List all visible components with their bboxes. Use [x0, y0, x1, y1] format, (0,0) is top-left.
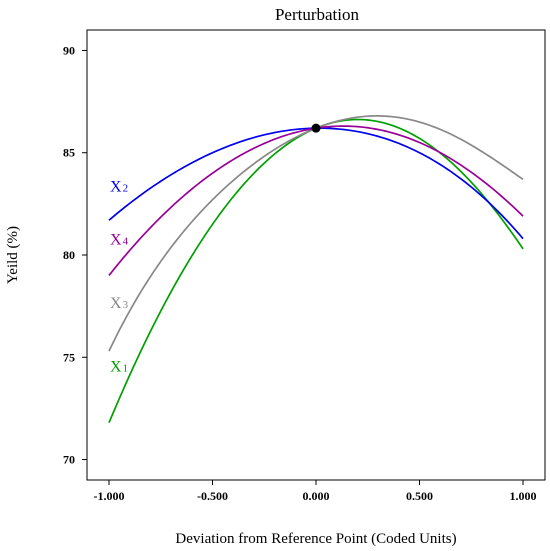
series-label-x2: X2 [110, 178, 128, 195]
series-label-x3: X3 [110, 295, 129, 312]
x-tick-label: 0.500 [406, 489, 433, 503]
y-tick-label: 75 [63, 350, 75, 364]
x-tick-label: -1.000 [94, 489, 125, 503]
series-line-x4 [108, 125, 524, 276]
series-label-x1: X1 [110, 358, 128, 375]
x-axis: -1.000 -0.500 0.000 0.500 1.000 [94, 480, 537, 503]
series-label-x4: X4 [110, 232, 129, 249]
y-tick-label: 80 [63, 248, 75, 262]
y-axis: 70 75 80 85 90 [63, 43, 87, 467]
x-tick-label: 1.000 [510, 489, 537, 503]
series-layer [108, 115, 524, 424]
series-labels: X1 X2 X3 X4 [110, 178, 129, 375]
x-axis-title: Deviation from Reference Point (Coded Un… [175, 531, 456, 547]
series-line-x2 [108, 127, 524, 240]
y-tick-label: 70 [63, 453, 75, 467]
x-tick-label: -0.500 [197, 489, 228, 503]
plot-area [86, 29, 546, 481]
x-tick-label: 0.000 [303, 489, 330, 503]
chart-title: Perturbation [275, 5, 360, 24]
reference-point-marker [311, 123, 321, 133]
series-line-x3 [108, 115, 524, 352]
plot-frame [86, 29, 546, 481]
y-tick-label: 90 [63, 43, 75, 57]
y-tick-label: 85 [63, 146, 75, 160]
y-axis-title: Yeild (%) [5, 226, 21, 284]
